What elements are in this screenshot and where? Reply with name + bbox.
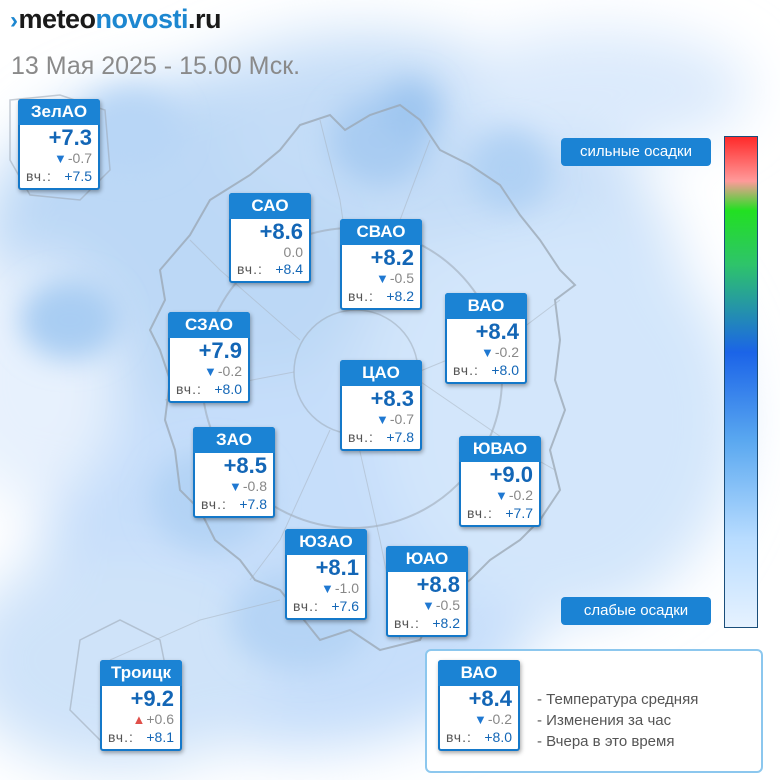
district-card-yuzao[interactable]: ЮЗАО +8.1 ▼-1.0 вч.: +7.6 — [285, 529, 367, 620]
district-change: 0.0 — [283, 244, 303, 260]
district-name: ЮЗАО — [285, 529, 367, 555]
legend-line-change: - Изменения за час — [537, 712, 672, 729]
district-temp: +8.3 — [370, 386, 414, 411]
legend-sample-card: ВАО +8.4 ▼-0.2 вч.: +8.0 — [438, 660, 520, 751]
district-change: ▼-0.7 — [54, 150, 92, 166]
district-name: СЗАО — [168, 312, 250, 338]
down-arrow-icon: ▼ — [229, 479, 242, 494]
logo-mark-icon: › — [10, 7, 18, 34]
district-name: Троицк — [100, 660, 182, 686]
legend-card-name: ВАО — [438, 660, 520, 686]
legend-panel: ВАО +8.4 ▼-0.2 вч.: +8.0 - Температура ср… — [425, 649, 763, 773]
district-yesterday: вч.: +7.6 — [293, 598, 359, 614]
down-arrow-icon: ▼ — [474, 712, 487, 727]
down-arrow-icon: ▼ — [54, 151, 67, 166]
site-logo[interactable]: ›meteonovosti.ru — [10, 4, 222, 35]
district-change: ▼-0.2 — [481, 344, 519, 360]
district-change: ▲+0.6 — [132, 711, 174, 727]
scale-top-label: сильные осадки — [561, 138, 711, 166]
district-name: ЮАО — [386, 546, 468, 572]
legend-line-yesterday: - Вчера в это время — [537, 733, 675, 750]
district-card-cao[interactable]: ЦАО +8.3 ▼-0.7 вч.: +7.8 — [340, 360, 422, 451]
district-temp: +8.8 — [416, 572, 460, 597]
district-change: ▼-0.2 — [495, 487, 533, 503]
district-name: СВАО — [340, 219, 422, 245]
district-card-vao[interactable]: ВАО +8.4 ▼-0.2 вч.: +8.0 — [445, 293, 527, 384]
district-change: ▼-0.5 — [376, 270, 414, 286]
district-change: ▼-0.5 — [422, 597, 460, 613]
district-card-yuao[interactable]: ЮАО +8.8 ▼-0.5 вч.: +8.2 — [386, 546, 468, 637]
district-change: ▼-0.8 — [229, 478, 267, 494]
district-name: ЗАО — [193, 427, 275, 453]
logo-text-highlight: novosti — [95, 4, 189, 34]
forecast-datetime: 13 Мая 2025 - 15.00 Мск. — [11, 52, 301, 80]
district-name: САО — [229, 193, 311, 219]
down-arrow-icon: ▼ — [495, 488, 508, 503]
district-card-sao[interactable]: САО +8.6 0.0 вч.: +8.4 — [229, 193, 311, 283]
logo-text-suffix: .ru — [188, 4, 222, 34]
district-yesterday: вч.: +8.2 — [348, 288, 414, 304]
district-yesterday: вч.: +7.7 — [467, 505, 533, 521]
district-change: ▼-0.7 — [376, 411, 414, 427]
legend-descriptions: - Температура средняя - Изменения за час… — [537, 689, 698, 752]
down-arrow-icon: ▼ — [376, 271, 389, 286]
district-yesterday: вч.: +8.4 — [237, 261, 303, 277]
district-name: ЦАО — [340, 360, 422, 386]
district-card-zao[interactable]: ЗАО +8.5 ▼-0.8 вч.: +7.8 — [193, 427, 275, 518]
district-temp: +7.3 — [48, 125, 92, 150]
district-temp: +9.0 — [489, 462, 533, 487]
legend-card-yesterday: вч.: +8.0 — [446, 729, 512, 745]
legend-line-temp: - Температура средняя — [537, 691, 699, 708]
district-name: ЮВАО — [459, 436, 541, 462]
precipitation-scale-bar — [724, 136, 758, 628]
up-arrow-icon: ▲ — [132, 712, 146, 727]
district-yesterday: вч.: +8.0 — [453, 362, 519, 378]
district-temp: +8.1 — [315, 555, 359, 580]
scale-bottom-label: слабые осадки — [561, 597, 711, 625]
district-card-troitsk[interactable]: Троицк +9.2 ▲+0.6 вч.: +8.1 — [100, 660, 182, 751]
down-arrow-icon: ▼ — [376, 412, 389, 427]
legend-card-temp: +8.4 — [468, 686, 512, 711]
district-yesterday: вч.: +7.5 — [26, 168, 92, 184]
district-temp: +9.2 — [130, 686, 174, 711]
district-card-szao[interactable]: СЗАО +7.9 ▼-0.2 вч.: +8.0 — [168, 312, 250, 403]
district-name: ЗелАО — [18, 99, 100, 125]
district-yesterday: вч.: +8.0 — [176, 381, 242, 397]
district-temp: +7.9 — [198, 338, 242, 363]
district-card-svao[interactable]: СВАО +8.2 ▼-0.5 вч.: +8.2 — [340, 219, 422, 310]
down-arrow-icon: ▼ — [321, 581, 334, 596]
down-arrow-icon: ▼ — [481, 345, 494, 360]
logo-text-prefix: meteo — [18, 4, 97, 34]
district-temp: +8.4 — [475, 319, 519, 344]
legend-card-change: ▼-0.2 — [474, 711, 512, 727]
district-temp: +8.5 — [223, 453, 267, 478]
district-yesterday: вч.: +8.1 — [108, 729, 174, 745]
district-card-yuvao[interactable]: ЮВАО +9.0 ▼-0.2 вч.: +7.7 — [459, 436, 541, 527]
district-yesterday: вч.: +8.2 — [394, 615, 460, 631]
district-name: ВАО — [445, 293, 527, 319]
district-change: ▼-0.2 — [204, 363, 242, 379]
district-temp: +8.2 — [370, 245, 414, 270]
district-temp: +8.6 — [259, 219, 303, 244]
down-arrow-icon: ▼ — [204, 364, 217, 379]
down-arrow-icon: ▼ — [422, 598, 435, 613]
district-yesterday: вч.: +7.8 — [201, 496, 267, 512]
district-yesterday: вч.: +7.8 — [348, 429, 414, 445]
district-change: ▼-1.0 — [321, 580, 359, 596]
district-card-zelao[interactable]: ЗелАО +7.3 ▼-0.7 вч.: +7.5 — [18, 99, 100, 190]
